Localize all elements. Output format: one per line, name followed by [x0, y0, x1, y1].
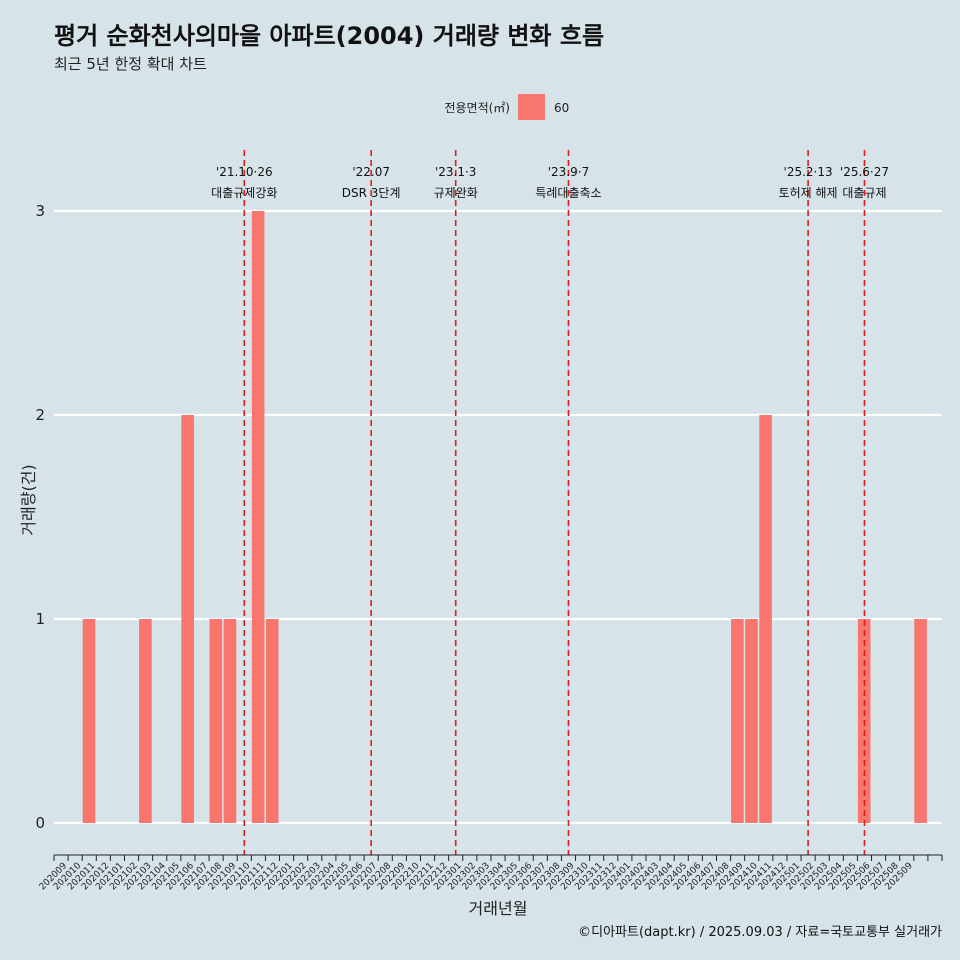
- legend-swatch: [518, 94, 545, 120]
- x-axis-title: 거래년월: [469, 899, 528, 918]
- event-label: 대출규제: [842, 186, 886, 200]
- event-date: '22.07: [352, 165, 390, 179]
- legend-label: 60: [554, 101, 569, 115]
- bar: [251, 211, 265, 823]
- event-markers: '21.10·26 대출규제강화 '22.07 DSR 3단계 '23.1·3 규제완화 '…: [211, 150, 889, 855]
- event-label: DSR 3단계: [342, 186, 401, 200]
- bar: [82, 619, 96, 823]
- bar: [731, 619, 744, 823]
- bar: [223, 619, 237, 823]
- x-axis: 2020092020102020112020122021012021022021…: [38, 854, 943, 892]
- bar: [181, 415, 194, 823]
- event-date: '23.9·7: [548, 165, 589, 179]
- bar: [265, 619, 279, 823]
- y-axis-title: 거래량(건): [19, 464, 38, 535]
- bar: [914, 619, 927, 823]
- bar: [745, 619, 758, 823]
- grid: 0 1 2 3: [35, 202, 942, 832]
- chart-title: 평거 순화천사의마을 아파트(2004) 거래량 변화 흐름: [54, 22, 604, 50]
- event-label: 토허제 해제: [779, 186, 838, 200]
- bars: [82, 211, 927, 823]
- bar: [759, 415, 772, 823]
- bar: [209, 619, 223, 823]
- event-date: '21.10·26: [216, 165, 273, 179]
- y-tick-label: 2: [35, 406, 45, 424]
- legend-title: 전용면적(㎡): [444, 101, 510, 115]
- event-label: 규제완화: [434, 186, 478, 200]
- event-label: 특례대출축소: [535, 186, 601, 200]
- bar: [139, 619, 152, 823]
- chart-subtitle: 최근 5년 한정 확대 차트: [54, 55, 207, 73]
- y-tick-label: 3: [35, 202, 45, 220]
- event-date: '23.1·3: [435, 165, 476, 179]
- event-date: '25.2·13: [784, 165, 833, 179]
- y-tick-label: 0: [35, 814, 45, 832]
- event-date: '25.6·27: [840, 165, 889, 179]
- legend: 전용면적(㎡) 60: [444, 94, 569, 120]
- event-label: 대출규제강화: [211, 186, 277, 200]
- y-tick-label: 1: [35, 610, 45, 628]
- caption: ©디아파트(dapt.kr) / 2025.09.03 / 자료=국토교통부 실…: [578, 925, 942, 940]
